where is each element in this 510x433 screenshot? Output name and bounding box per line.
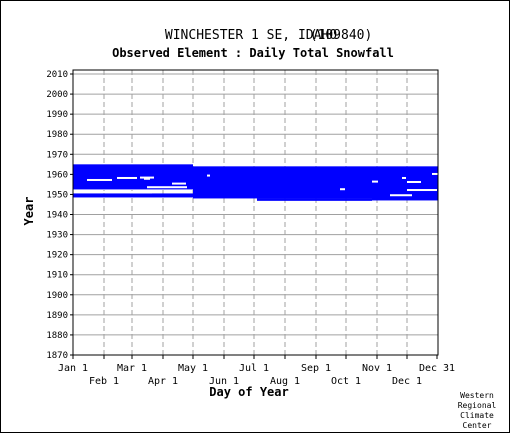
- y-tick-label: 1900: [46, 291, 68, 301]
- y-tick-label: 1940: [46, 211, 68, 221]
- grid: [73, 70, 438, 355]
- plot-area: [72, 69, 439, 356]
- missing-data-gap: [172, 182, 186, 185]
- data-block: [193, 166, 438, 199]
- missing-data-gap: [407, 180, 421, 183]
- chart-subtitle: Observed Element : Daily Total Snowfall: [112, 46, 394, 60]
- x-tick-label: May 1: [178, 363, 208, 374]
- x-tick-label: Sep 1: [301, 363, 331, 374]
- y-axis-ticks: 1870 1880 1890 1900 1910 1920 1930 1940 1950 1960…: [46, 70, 73, 361]
- missing-data-gap: [144, 177, 150, 180]
- x-axis-label: Day of Year: [209, 385, 288, 399]
- x-tick-label: Jun 1: [209, 376, 239, 387]
- y-tick-label: 1890: [46, 311, 68, 321]
- y-tick-label: 1970: [46, 150, 68, 160]
- x-tick-label: Feb 1: [89, 376, 119, 387]
- y-tick-label: 2000: [46, 90, 68, 100]
- x-tick-label: Jan 1: [58, 363, 88, 374]
- missing-data-gap: [402, 176, 406, 179]
- y-tick-label: 1870: [46, 351, 68, 361]
- missing-data-gap: [130, 191, 152, 194]
- y-tick-label: 1920: [46, 251, 68, 261]
- x-tick-label: Jul 1: [239, 363, 269, 374]
- data-block: [73, 193, 193, 198]
- missing-data-gap: [407, 189, 437, 192]
- credit-text: Western Regional Climate Center: [458, 391, 497, 430]
- credit-line: Center: [463, 421, 492, 430]
- missing-data-gap: [140, 176, 154, 179]
- station-id: (109840): [310, 28, 373, 43]
- credit-line: Climate: [460, 411, 494, 420]
- missing-data-gap: [372, 180, 378, 183]
- y-tick-label: 1990: [46, 110, 68, 120]
- x-tick-label: Mar 1: [117, 363, 147, 374]
- missing-data-gap: [117, 176, 137, 179]
- y-tick-label: 1980: [46, 130, 68, 140]
- data-block: [257, 198, 372, 201]
- x-tick-label: Apr 1: [148, 376, 178, 387]
- y-tick-label: 1880: [46, 331, 68, 341]
- missing-data-gap: [390, 194, 412, 197]
- missing-data-gap: [207, 174, 210, 177]
- x-tick-label: Nov 1: [362, 363, 392, 374]
- y-tick-label: 1950: [46, 190, 68, 200]
- missing-data-gap: [432, 172, 438, 175]
- missing-data-gap: [82, 191, 137, 194]
- y-tick-label: 2010: [46, 70, 68, 80]
- x-axis-ticks: Jan 1 Mar 1 May 1 Jul 1 Sep 1 Nov 1 Dec 31 Feb …: [58, 355, 455, 387]
- chart-title: WINCHESTER 1 SE, IDAHO: [165, 28, 337, 43]
- x-tick-label: Aug 1: [270, 376, 300, 387]
- x-tick-label: Oct 1: [331, 376, 361, 387]
- gap-layer: [82, 172, 438, 197]
- y-tick-label: 1930: [46, 231, 68, 241]
- x-tick-label: Dec 31: [419, 363, 455, 374]
- missing-data-gap: [340, 188, 345, 191]
- y-tick-label: 1960: [46, 170, 68, 180]
- missing-data-gap: [147, 186, 187, 189]
- data-layer: [73, 164, 438, 201]
- data-block: [73, 164, 193, 190]
- credit-line: Regional: [458, 401, 497, 410]
- credit-line: Western: [460, 391, 494, 400]
- y-tick-label: 1910: [46, 271, 68, 281]
- missing-data-gap: [87, 178, 112, 181]
- x-tick-label: Dec 1: [392, 376, 422, 387]
- y-axis-label: Year: [22, 197, 36, 226]
- data-block: [372, 197, 438, 201]
